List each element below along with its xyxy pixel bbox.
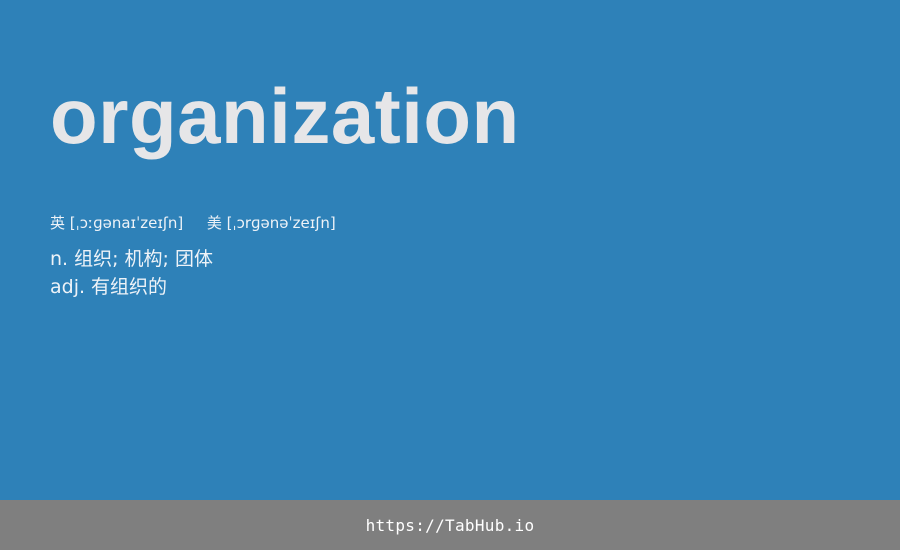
footer-bar: https://TabHub.io xyxy=(0,500,900,550)
definition-adjective: adj. 有组织的 xyxy=(50,276,168,298)
tabhub-link[interactable]: https://TabHub.io xyxy=(365,515,535,535)
definitions: n. 组织; 机构; 团体 adj. 有组织的 xyxy=(50,245,213,301)
us-label: 美 xyxy=(206,214,222,232)
uk-phonetic: [ˌɔːɡənaɪˈzeɪʃn] xyxy=(69,214,184,232)
word-card: organization 英 [ˌɔːɡənaɪˈzeɪʃn] 美 [ˌɔrɡə… xyxy=(50,72,520,301)
uk-label: 英 xyxy=(50,214,66,232)
definition-noun: n. 组织; 机构; 团体 xyxy=(50,248,214,270)
headword: organization xyxy=(50,72,520,160)
phonetics: 英 [ˌɔːɡənaɪˈzeɪʃn] 美 [ˌɔrɡənəˈzeɪʃn] xyxy=(50,211,336,235)
us-phonetic: [ˌɔrɡənəˈzeɪʃn] xyxy=(226,214,336,232)
